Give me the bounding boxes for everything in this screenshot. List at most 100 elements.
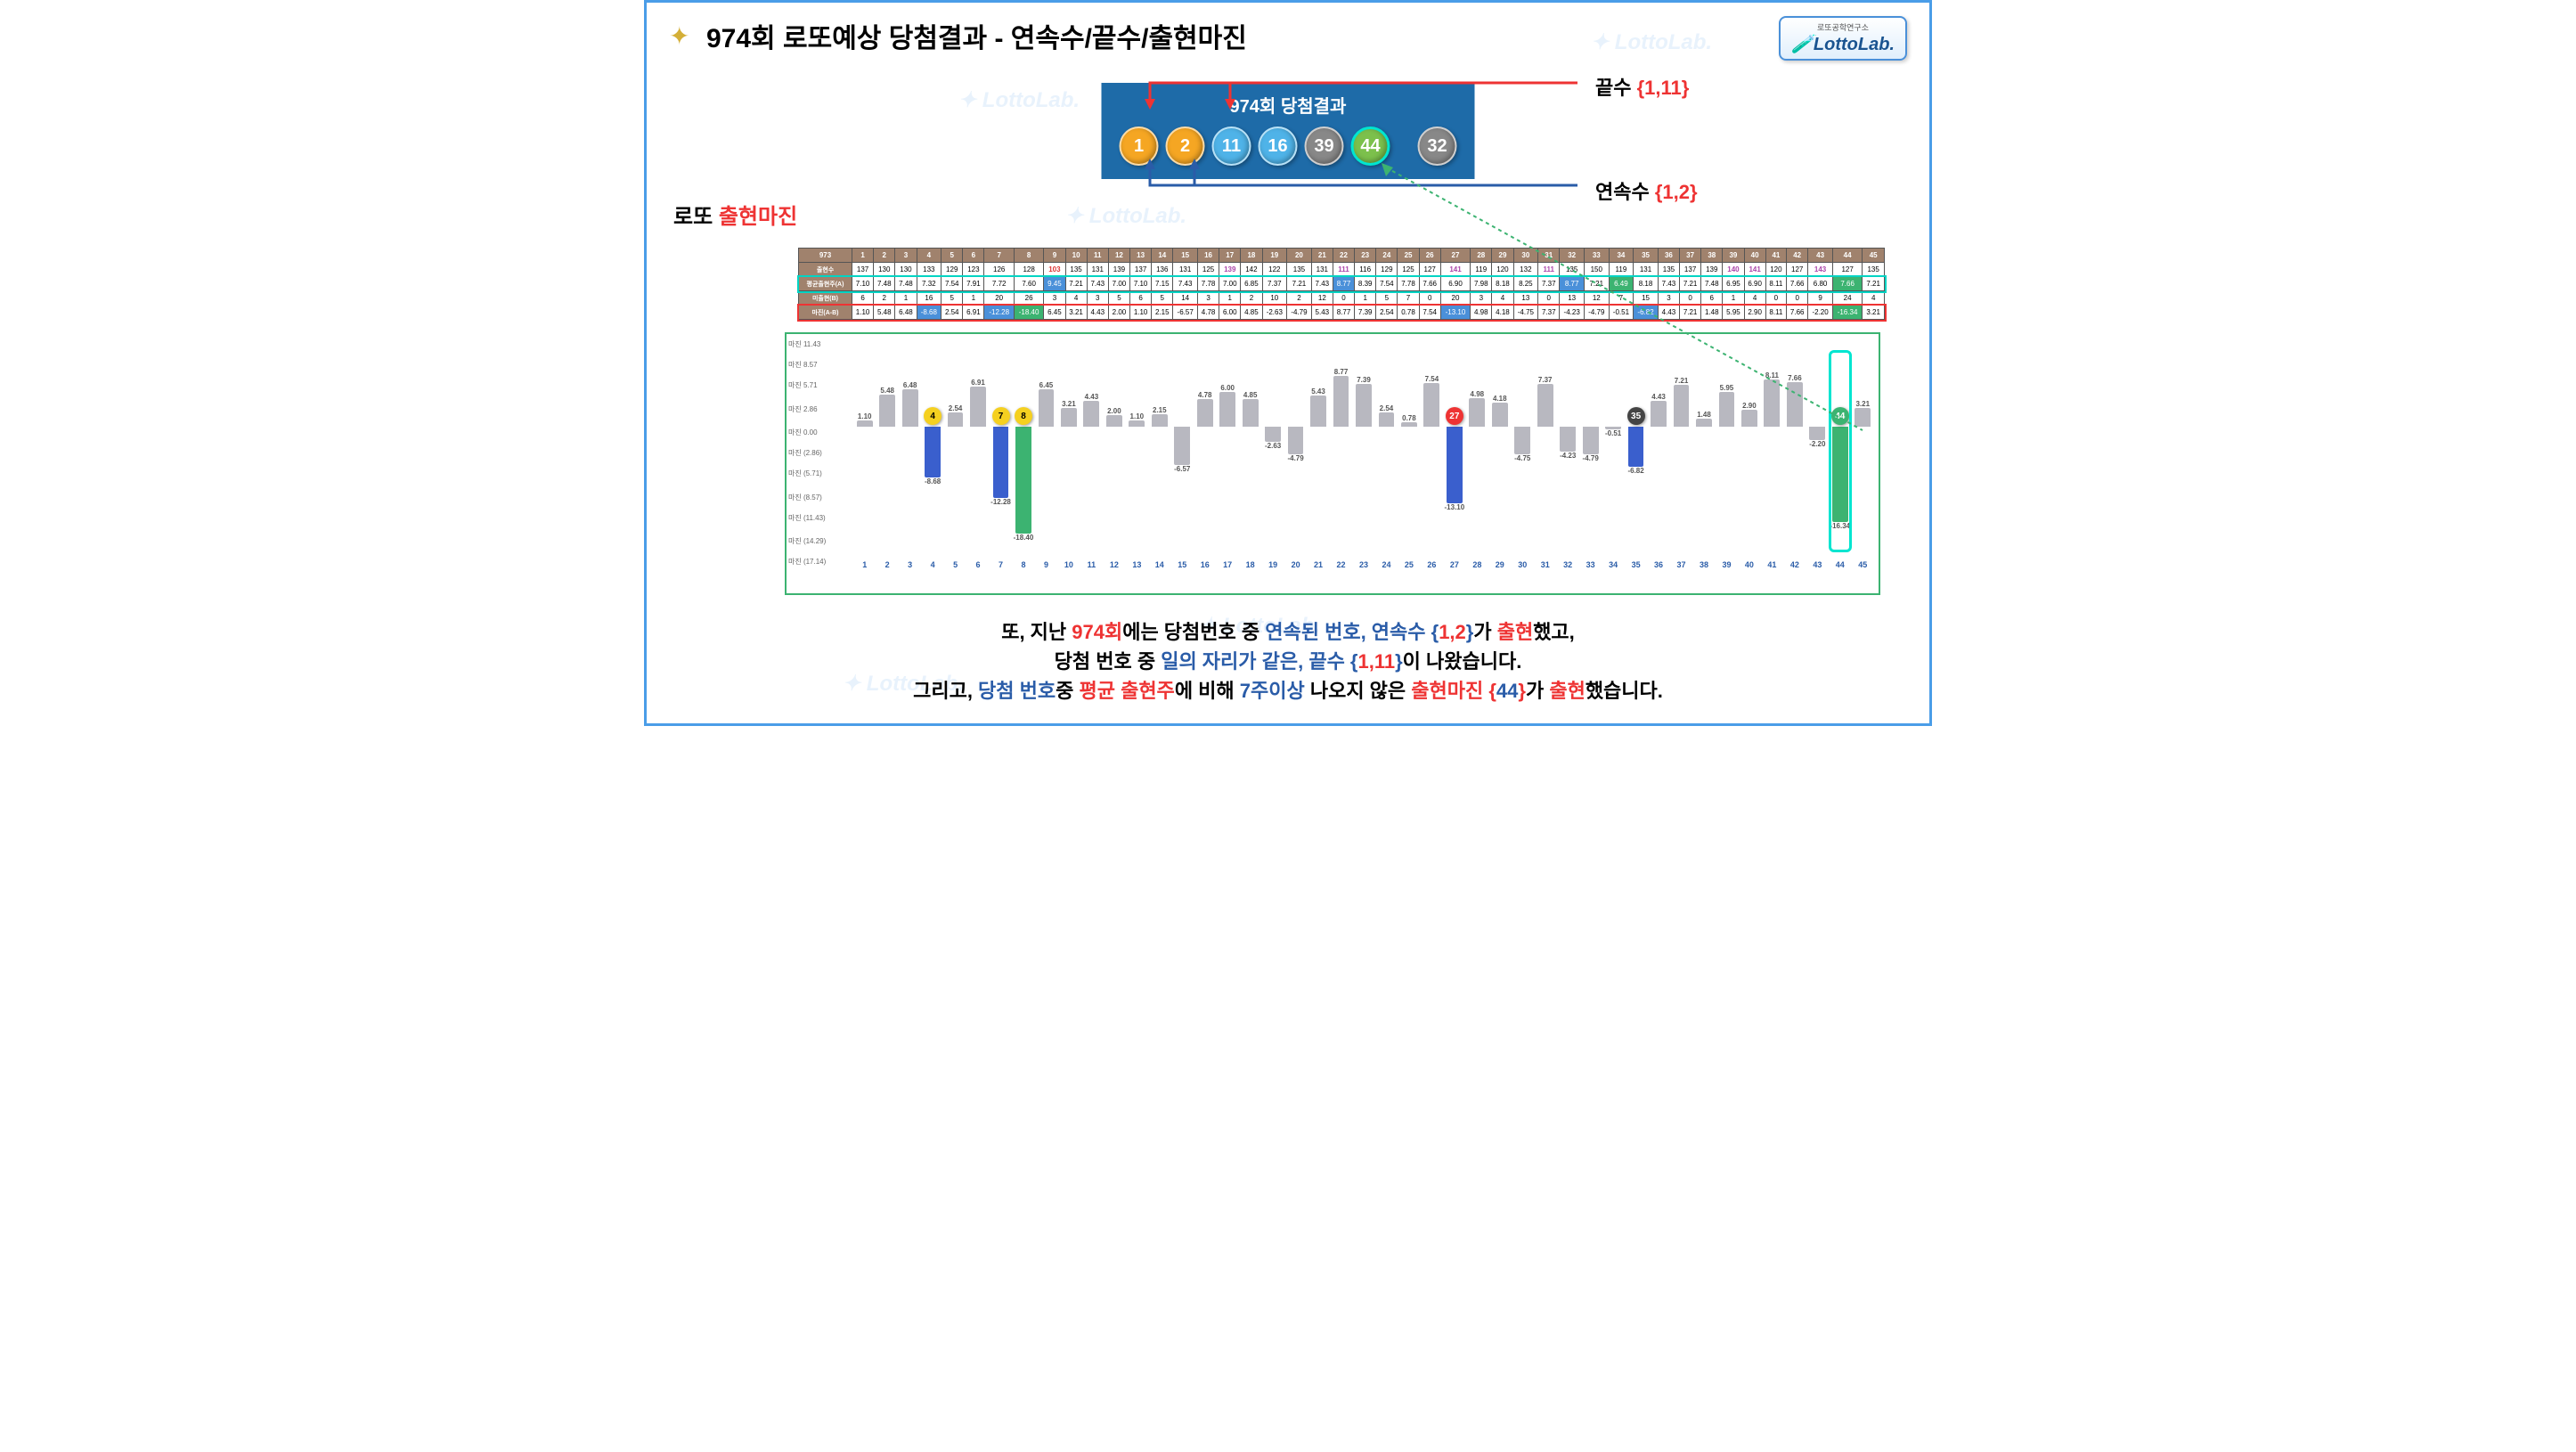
chart-bar: 4.43 — [1651, 401, 1667, 427]
table-cell: 24 — [1832, 291, 1862, 306]
table-header: 23 — [1355, 249, 1376, 263]
chart-bar: 6.91 — [970, 387, 986, 427]
table-cell: 135 — [1863, 263, 1885, 277]
table-cell: 7.37 — [1538, 277, 1560, 291]
chart-bar: 3.21 — [1855, 408, 1871, 427]
bar-value-label: 2.90 — [1742, 402, 1757, 410]
table-cell: 15 — [1634, 291, 1659, 306]
y-axis-label: 마진 2.86 — [788, 404, 818, 414]
x-axis-label: 16 — [1201, 560, 1210, 569]
table-cell: 3.21 — [1863, 306, 1885, 320]
table-cell: -2.63 — [1262, 306, 1287, 320]
y-axis-label: 마진 (2.86) — [788, 448, 822, 458]
table-header: 45 — [1863, 249, 1885, 263]
bar-value-label: 2.00 — [1107, 407, 1121, 415]
x-axis-label: 9 — [1044, 560, 1048, 569]
table-header: 2 — [874, 249, 895, 263]
row-label: 평균출현주(A) — [799, 277, 852, 291]
table-cell: 116 — [1355, 263, 1376, 277]
chart-bar: -18.408 — [1015, 427, 1031, 534]
x-axis-label: 1 — [862, 560, 867, 569]
x-axis-label: 24 — [1382, 560, 1390, 569]
table-cell: 125 — [1197, 263, 1219, 277]
table-cell: 4.43 — [1087, 306, 1108, 320]
table-header: 29 — [1492, 249, 1513, 263]
chart-bar: 2.54 — [1379, 412, 1395, 428]
table-cell: 0.78 — [1398, 306, 1419, 320]
table-cell: 5 — [1152, 291, 1173, 306]
table-cell: 5.95 — [1723, 306, 1744, 320]
table-header: 15 — [1173, 249, 1198, 263]
table-cell: 7.00 — [1108, 277, 1129, 291]
table-cell: 1.48 — [1701, 306, 1723, 320]
table-cell: 150 — [1584, 263, 1609, 277]
table-cell: 4.78 — [1197, 306, 1219, 320]
x-axis-label: 14 — [1155, 560, 1164, 569]
row-label: 마진(A-B) — [799, 306, 852, 320]
table-header: 3 — [895, 249, 917, 263]
table-cell: 12 — [1311, 291, 1333, 306]
table-cell: 2.90 — [1744, 306, 1765, 320]
x-axis-label: 5 — [953, 560, 958, 569]
table-cell: 142 — [1241, 263, 1262, 277]
table-cell: -4.79 — [1584, 306, 1609, 320]
y-axis-label: 마진 (11.43) — [788, 513, 826, 523]
logo-subtitle: 로또공학연구소 — [1791, 21, 1895, 33]
chart-bar: 5.48 — [879, 395, 895, 427]
table-header: 34 — [1609, 249, 1634, 263]
chart-bar: -12.287 — [993, 427, 1009, 498]
bar-value-label: 4.43 — [1085, 393, 1099, 401]
table-cell: 135 — [1065, 263, 1087, 277]
table-cell: 3.21 — [1065, 306, 1087, 320]
chart-bar: 4.85 — [1243, 399, 1259, 428]
table-cell: 7.21 — [1287, 277, 1312, 291]
logo: 로또공학연구소 🧪LottoLab. — [1779, 16, 1907, 61]
x-axis-label: 39 — [1722, 560, 1731, 569]
table-header: 10 — [1065, 249, 1087, 263]
table-cell: 7.00 — [1219, 277, 1241, 291]
bar-value-label: 8.77 — [1334, 368, 1349, 376]
row-label: 출현수 — [799, 263, 852, 277]
annotation-label-bot: 연속수 {1,2} — [1595, 176, 1698, 205]
table-header: 4 — [917, 249, 942, 263]
table-cell: 137 — [1130, 263, 1152, 277]
table-header: 43 — [1808, 249, 1833, 263]
table-cell: 6.90 — [1744, 277, 1765, 291]
table-cell: 3 — [1087, 291, 1108, 306]
y-axis-label: 마진 (14.29) — [788, 536, 826, 546]
bar-value-label: -2.63 — [1265, 442, 1281, 450]
table-header: 5 — [942, 249, 963, 263]
chart-bar: 1.10 — [1129, 420, 1145, 427]
chart-bar: 2.90 — [1741, 410, 1757, 427]
table-cell: 8.77 — [1560, 277, 1585, 291]
annotation-line-red — [1128, 74, 1591, 110]
bar-value-label: -4.79 — [1287, 454, 1303, 462]
x-axis-label: 10 — [1064, 560, 1073, 569]
watermark: ✦ LottoLab. — [958, 87, 1080, 113]
table-header: 26 — [1419, 249, 1440, 263]
table-cell: 120 — [1492, 263, 1513, 277]
bar-value-label: -18.40 — [1014, 534, 1034, 542]
table-header: 31 — [1538, 249, 1560, 263]
bar-value-label: 5.43 — [1311, 387, 1325, 396]
table-header: 19 — [1262, 249, 1287, 263]
table-cell: 8.18 — [1634, 277, 1659, 291]
table-cell: 9 — [1808, 291, 1833, 306]
bar-value-label: -4.79 — [1583, 454, 1599, 462]
x-axis-label: 11 — [1088, 560, 1096, 569]
table-header: 6 — [963, 249, 984, 263]
table-cell: 7.48 — [874, 277, 895, 291]
bar-value-label: 7.54 — [1425, 375, 1439, 383]
y-axis-label: 마진 11.43 — [788, 339, 820, 349]
table-header: 41 — [1765, 249, 1786, 263]
bar-value-label: -12.28 — [990, 498, 1011, 506]
x-axis-label: 27 — [1450, 560, 1459, 569]
bar-value-label: 5.48 — [880, 387, 894, 395]
table-cell: 7.60 — [1014, 277, 1043, 291]
x-axis-label: 34 — [1609, 560, 1618, 569]
chart-bar: -6.8235 — [1628, 427, 1644, 467]
bar-value-label: 4.85 — [1243, 391, 1258, 399]
table-cell: 7.48 — [1701, 277, 1723, 291]
table-header: 40 — [1744, 249, 1765, 263]
table-cell: 141 — [1440, 263, 1470, 277]
